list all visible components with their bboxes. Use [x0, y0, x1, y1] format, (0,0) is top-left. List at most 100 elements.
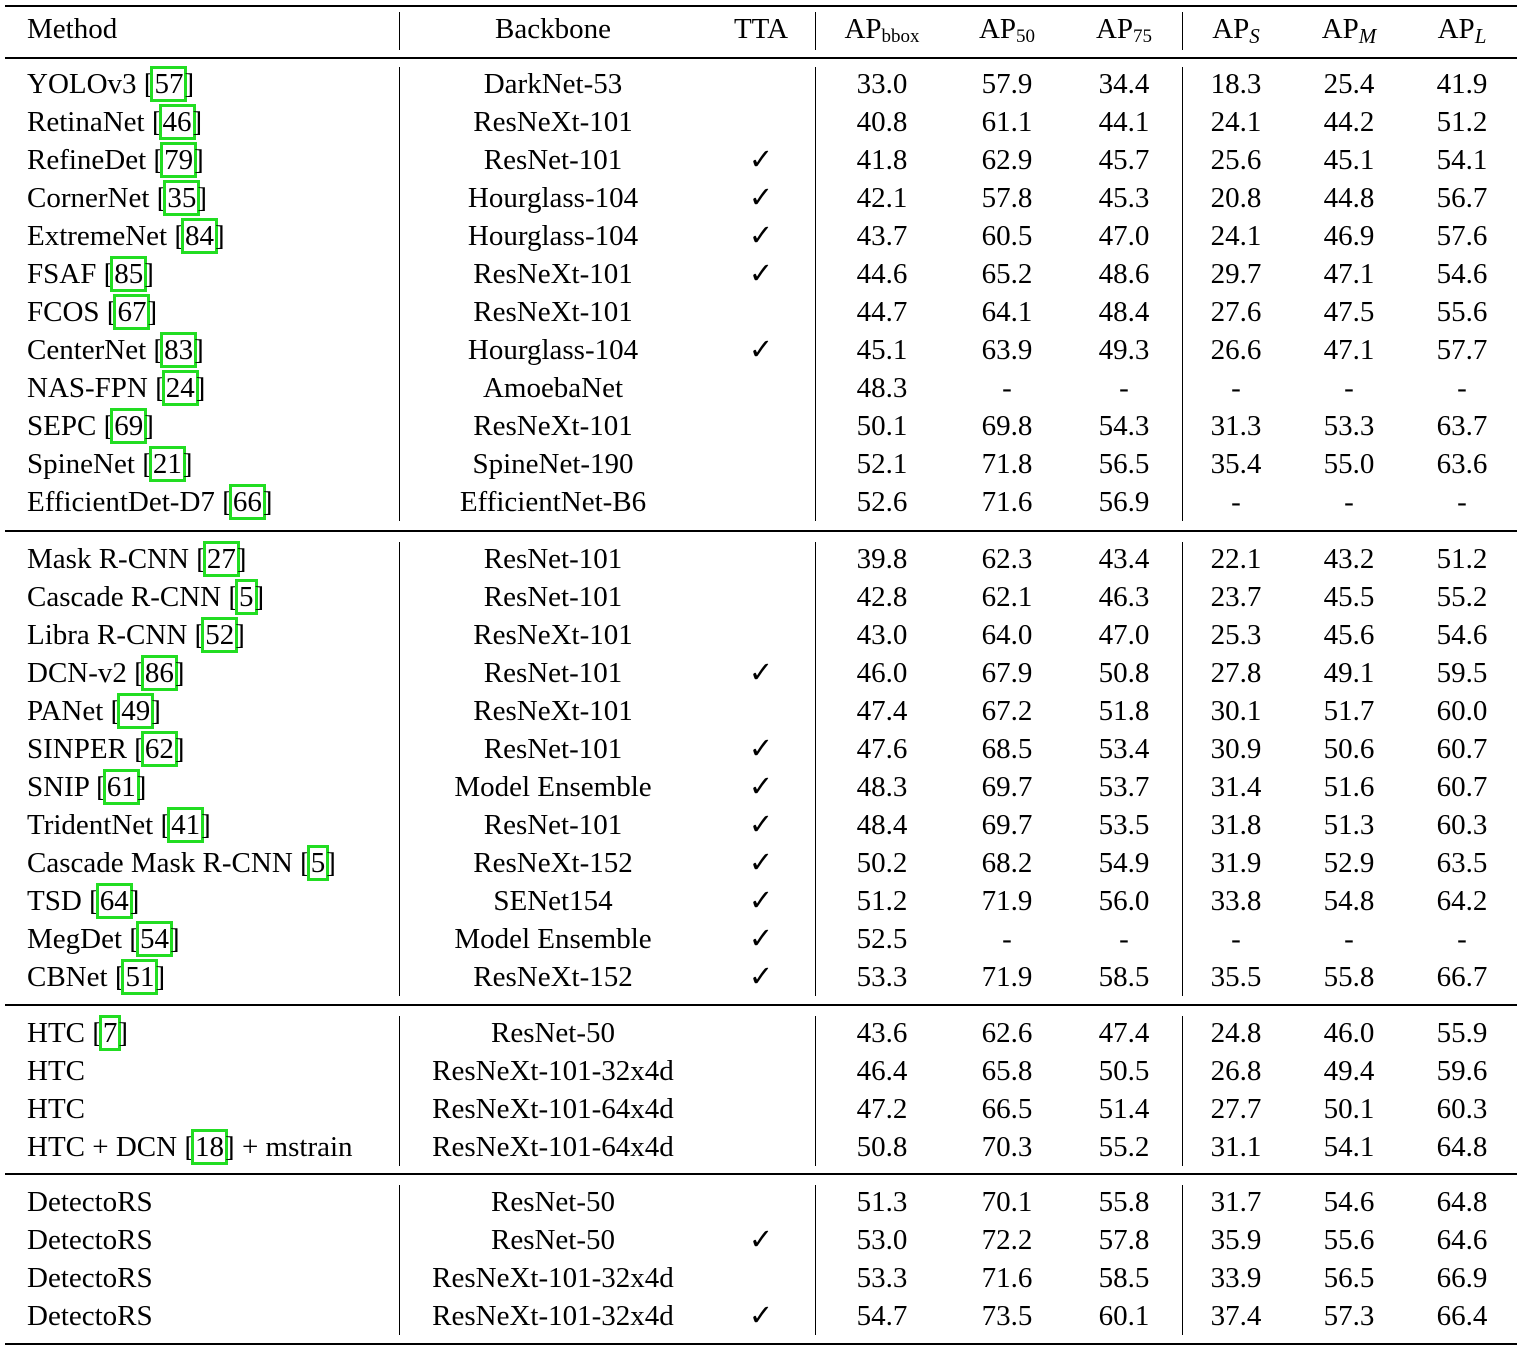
- ap-cell: 50.8: [856, 1131, 908, 1163]
- citation-link[interactable]: 7: [99, 1015, 122, 1051]
- tta-cell: [717, 540, 805, 578]
- ap-cell: 42.8: [856, 581, 908, 613]
- tta-cell: ✓: [748, 733, 774, 765]
- citation-link[interactable]: 54: [135, 921, 173, 957]
- citation-link[interactable]: 62: [140, 731, 178, 767]
- method-cell: FSAF [85]: [27, 256, 154, 292]
- method-suffix: + mstrain: [234, 1131, 353, 1163]
- citation-link[interactable]: 35: [163, 180, 201, 216]
- citation-link[interactable]: 27: [202, 541, 240, 577]
- header-ap75: AP75: [1095, 13, 1153, 47]
- column-divider: [815, 542, 816, 996]
- header-tta: TTA: [733, 13, 789, 45]
- method-name: DCN-v2: [27, 657, 127, 689]
- citation-link[interactable]: 67: [113, 294, 151, 330]
- method-name: Libra R-CNN: [27, 619, 188, 651]
- header-method: Method: [27, 13, 118, 45]
- apm-cell: 25.4: [1323, 68, 1375, 100]
- tta-cell: [717, 1128, 805, 1166]
- apl-cell: 59.5: [1436, 657, 1488, 689]
- citation-link[interactable]: 5: [235, 579, 258, 615]
- apm-cell: 55.8: [1323, 961, 1375, 993]
- apl-cell: 56.7: [1436, 182, 1488, 214]
- citation-link[interactable]: 5: [306, 845, 330, 881]
- ap-cell: 41.8: [856, 144, 908, 176]
- aps-cell: 31.3: [1210, 410, 1262, 442]
- method-cell: SNIP [61]: [27, 769, 147, 805]
- citation-link[interactable]: 66: [228, 484, 266, 520]
- method-cell: ExtremeNet [84]: [27, 218, 225, 254]
- citation-link[interactable]: 83: [160, 332, 198, 368]
- apm-cell: 45.1: [1323, 144, 1375, 176]
- ap-cell: 43.0: [856, 619, 908, 651]
- tta-cell: [717, 1183, 805, 1221]
- method-cell: CBNet [51]: [27, 959, 166, 995]
- header-backbone: Backbone: [495, 13, 611, 45]
- apl-cell: 54.6: [1436, 258, 1488, 290]
- method-cell: DetectoRS: [27, 1259, 153, 1297]
- aps-cell: 35.4: [1210, 448, 1262, 480]
- aps-cell: 37.4: [1210, 1300, 1262, 1332]
- citation-link[interactable]: 61: [102, 769, 140, 805]
- apl-cell: 63.6: [1436, 448, 1488, 480]
- ap75-cell: 56.5: [1098, 448, 1150, 480]
- ap75-cell: 56.9: [1098, 486, 1150, 518]
- citation-link[interactable]: 64: [95, 883, 133, 919]
- citation-link[interactable]: 52: [201, 617, 239, 653]
- ap50-cell: 65.2: [981, 258, 1033, 290]
- header-ap-bbox: APbbox: [844, 13, 920, 47]
- apl-cell: -: [1457, 372, 1467, 404]
- method-cell: PANet [49]: [27, 693, 161, 729]
- apm-cell: 50.1: [1323, 1093, 1375, 1125]
- ap50-cell: 57.9: [981, 68, 1033, 100]
- method-cell: HTC [7]: [27, 1015, 129, 1051]
- ap50-cell: 69.7: [981, 809, 1033, 841]
- ap-cell: 47.6: [856, 733, 908, 765]
- apl-cell: 60.3: [1436, 809, 1488, 841]
- method-name: RefineDet: [27, 144, 147, 176]
- apm-cell: 54.6: [1323, 1186, 1375, 1218]
- table-rule: [5, 1173, 1517, 1175]
- ap50-cell: 67.2: [981, 695, 1033, 727]
- ap75-cell: -: [1119, 923, 1129, 955]
- apl-cell: 60.7: [1436, 771, 1488, 803]
- ap75-cell: 57.8: [1098, 1224, 1150, 1256]
- method-name: DetectoRS: [27, 1262, 153, 1294]
- backbone-cell: ResNeXt-101-32x4d: [432, 1262, 674, 1294]
- ap75-cell: 51.8: [1098, 695, 1150, 727]
- ap75-cell: 53.4: [1098, 733, 1150, 765]
- aps-cell: 33.9: [1210, 1262, 1262, 1294]
- citation-link[interactable]: 51: [121, 959, 159, 995]
- citation-link[interactable]: 21: [148, 446, 186, 482]
- citation-link[interactable]: 84: [181, 218, 219, 254]
- tta-cell: ✓: [748, 1300, 774, 1332]
- ap-cell: 47.4: [856, 695, 908, 727]
- citation-link[interactable]: 85: [110, 256, 148, 292]
- citation-link[interactable]: 79: [160, 142, 198, 178]
- citation-link[interactable]: 41: [167, 807, 205, 843]
- ap-cell: 50.2: [856, 847, 908, 879]
- method-name: SINPER: [27, 733, 127, 765]
- method-cell: CenterNet [83]: [27, 332, 204, 368]
- header-ap50: AP50: [978, 13, 1036, 47]
- citation-link[interactable]: 49: [117, 693, 155, 729]
- apl-cell: 59.6: [1436, 1055, 1488, 1087]
- method-cell: HTC: [27, 1090, 85, 1128]
- apm-cell: 47.1: [1323, 334, 1375, 366]
- method-cell: YOLOv3 [57]: [27, 66, 195, 102]
- apl-cell: 63.7: [1436, 410, 1488, 442]
- citation-link[interactable]: 86: [140, 655, 178, 691]
- citation-link[interactable]: 57: [150, 66, 188, 102]
- method-cell: Cascade Mask R-CNN [5]: [27, 845, 336, 881]
- method-cell: EfficientDet-D7 [66]: [27, 484, 273, 520]
- citation-link[interactable]: 24: [161, 370, 199, 406]
- citation-link[interactable]: 18: [191, 1129, 229, 1165]
- ap-cell: 54.7: [856, 1300, 908, 1332]
- method-cell: HTC: [27, 1052, 85, 1090]
- tta-cell: [717, 1014, 805, 1052]
- apl-cell: 57.6: [1436, 220, 1488, 252]
- tta-cell: ✓: [748, 220, 774, 252]
- citation-link[interactable]: 69: [110, 408, 148, 444]
- citation-link[interactable]: 46: [158, 104, 196, 140]
- ap75-cell: 58.5: [1098, 961, 1150, 993]
